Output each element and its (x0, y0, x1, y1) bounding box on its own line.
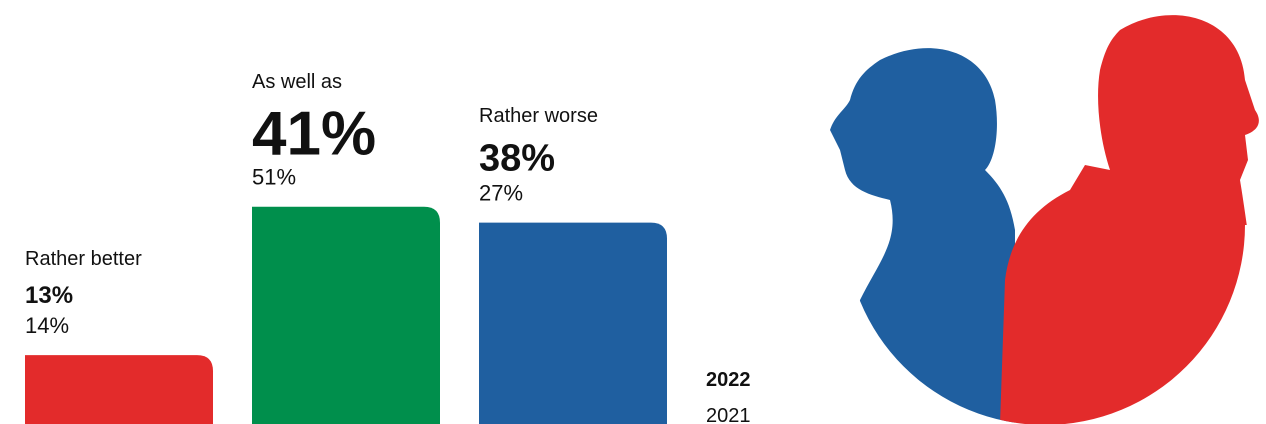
value-label-2022: 38% (479, 138, 555, 180)
value-label-2022: 41% (252, 100, 376, 169)
bar (25, 355, 213, 424)
silhouettes (830, 15, 1265, 424)
category-label: Rather worse (479, 105, 598, 127)
bar (479, 222, 667, 424)
value-label-2022: 13% (25, 282, 73, 309)
man-silhouette (1000, 15, 1265, 424)
woman-silhouette (830, 48, 1015, 424)
bar (252, 206, 440, 424)
category-label: As well as (252, 71, 342, 93)
legend-label: 2022 (706, 369, 751, 391)
value-label-2021: 51% (252, 165, 296, 190)
legend-label: 2021 (706, 405, 751, 424)
value-label-2021: 14% (25, 313, 69, 338)
value-label-2021: 27% (479, 181, 523, 206)
category-label: Rather better (25, 248, 142, 270)
